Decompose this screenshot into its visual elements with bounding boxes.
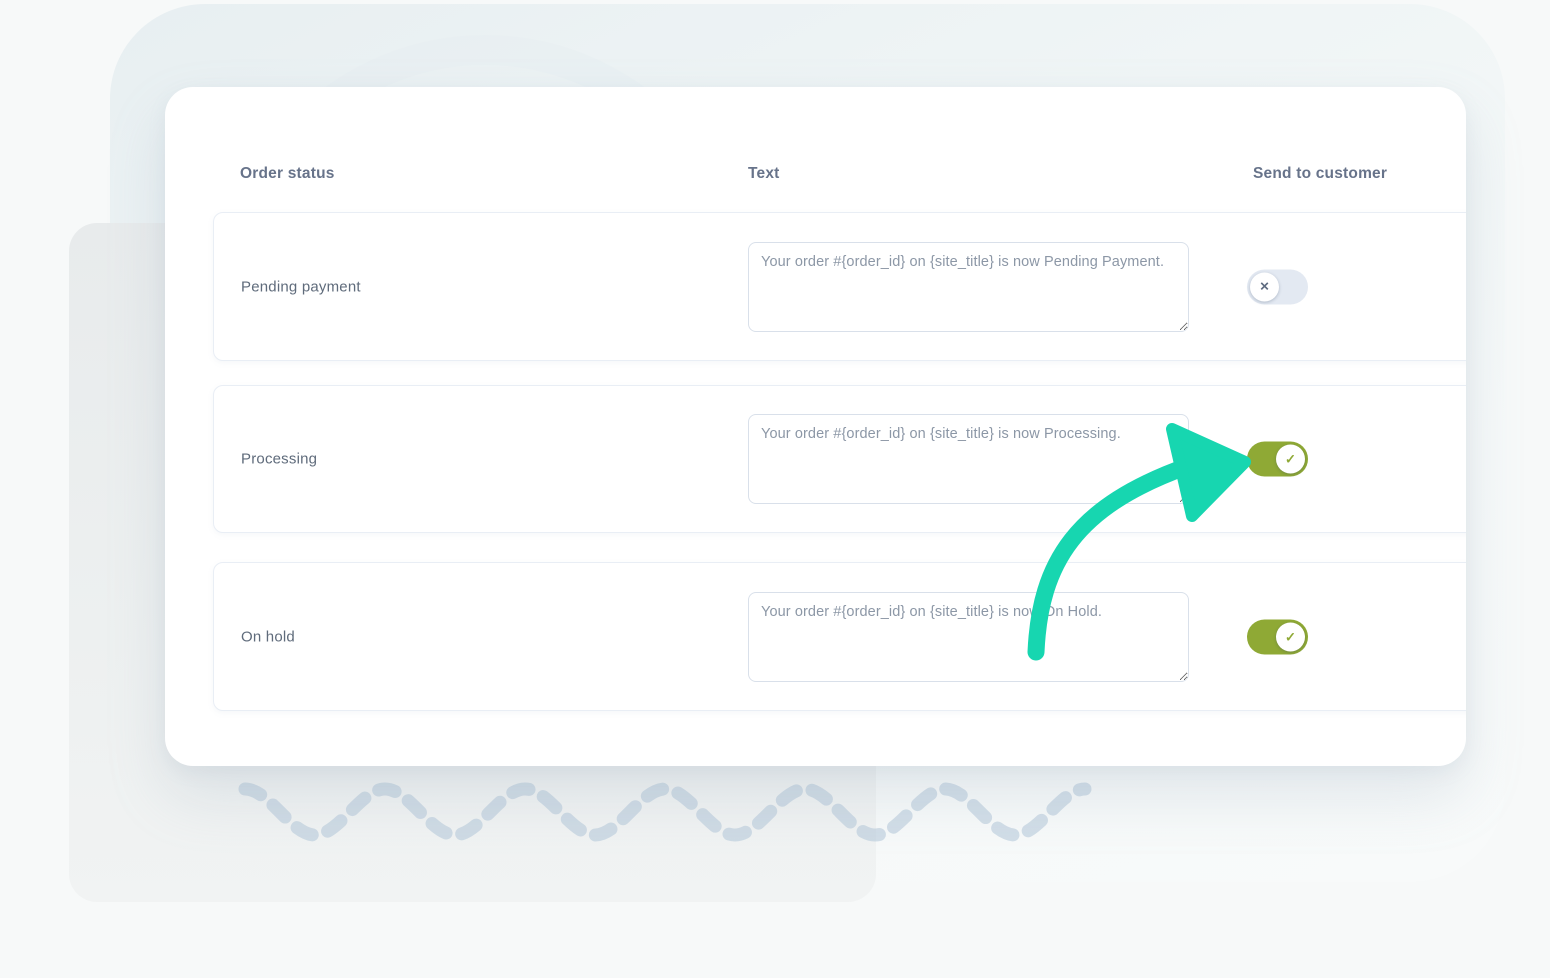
check-icon: ✓ [1285,451,1296,467]
send-toggle[interactable]: ✓ ✕ [1247,441,1308,477]
check-icon: ✓ [1285,629,1296,644]
message-textarea[interactable]: Your order #{order_id} on {site_title} i… [748,591,1189,682]
column-header-order-status: Order status [240,165,335,182]
message-textarea[interactable]: Your order #{order_id} on {site_title} i… [748,414,1189,504]
toggle-knob: ✓ ✕ [1276,622,1305,651]
column-header-text: Text [748,165,780,182]
toggle-knob: ✓ ✕ [1250,272,1279,301]
order-status-label: Processing [241,450,318,468]
order-status-label: On hold [241,628,295,645]
column-header-send-to-customer: Send to customer [1253,165,1388,182]
message-textarea[interactable]: Your order #{order_id} on {site_title} i… [748,241,1189,332]
table-row-pending-payment: Pending payment Your order #{order_id} o… [213,212,1466,361]
order-status-label: Pending payment [241,278,361,295]
x-icon: ✕ [1259,279,1270,294]
table-row-on-hold: On hold Your order #{order_id} on {site_… [213,562,1466,711]
table-row-processing: Processing Your order #{order_id} on {si… [213,385,1466,533]
send-toggle[interactable]: ✓ ✕ [1247,619,1308,654]
toggle-knob: ✓ ✕ [1276,444,1305,474]
send-toggle[interactable]: ✓ ✕ [1247,269,1308,304]
settings-card: Order status Text Send to customer Pendi… [165,87,1466,766]
